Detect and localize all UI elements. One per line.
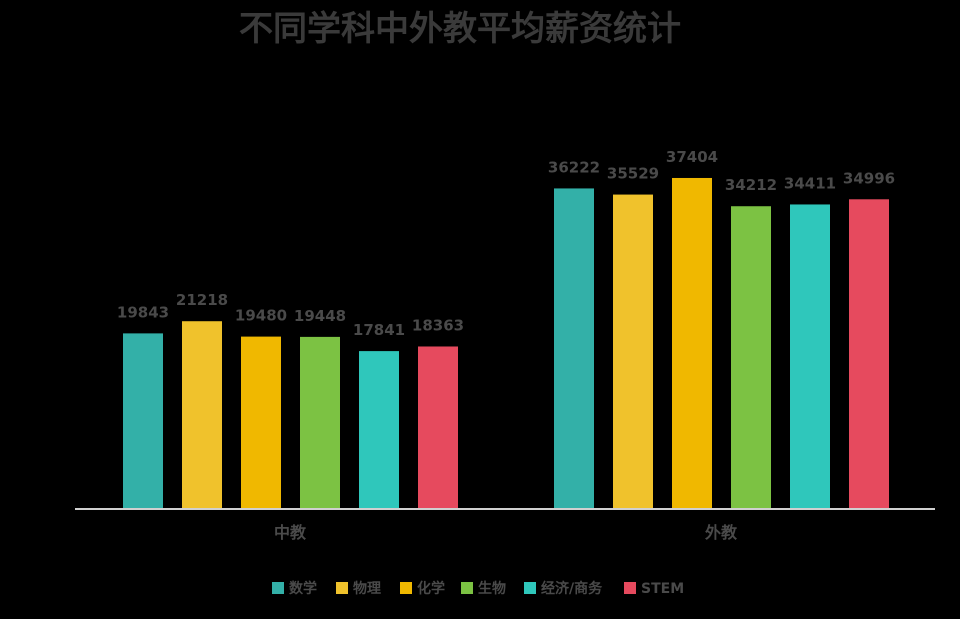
bar-1-5 (849, 199, 889, 509)
data-label-0-4: 17841 (353, 321, 405, 339)
data-label-0-3: 19448 (294, 307, 346, 325)
bar-0-4 (359, 351, 399, 509)
bar-1-3 (731, 206, 771, 509)
bar-1-4 (790, 204, 830, 509)
legend-swatch-0 (272, 582, 284, 594)
data-label-0-0: 19843 (117, 303, 169, 321)
legend-label-3: 生物 (478, 580, 506, 597)
category-labels: 中教 外教 (274, 523, 738, 542)
legend-label-4: 经济/商务 (541, 580, 603, 597)
data-label-0-2: 19480 (235, 307, 287, 325)
data-label-1-1: 35529 (607, 165, 659, 183)
bar-1-2 (672, 177, 712, 509)
bars-group: 19843 21218 19480 19448 17841 18363 36222 35529… (117, 148, 895, 509)
data-label-1-2: 37404 (666, 148, 718, 166)
data-label-0-5: 18363 (412, 316, 464, 334)
data-label-1-3: 34212 (725, 176, 777, 194)
bar-1-0 (554, 188, 594, 509)
legend-swatch-1 (336, 582, 348, 594)
data-label-1-5: 34996 (843, 169, 895, 187)
legend-label-5: STEM (641, 581, 684, 597)
legend: 数学 物理 化学 生物 经济/商务 STEM (272, 580, 684, 597)
legend-label-2: 化学 (417, 580, 445, 597)
chart-title: 不同学科中外教平均薪资统计 (239, 9, 681, 49)
legend-swatch-4 (524, 582, 536, 594)
legend-label-0: 数学 (289, 580, 317, 597)
bar-0-0 (123, 333, 163, 509)
data-label-1-4: 34411 (784, 174, 836, 192)
bar-0-3 (300, 336, 340, 509)
legend-swatch-3 (461, 582, 473, 594)
data-label-0-1: 21218 (176, 291, 228, 309)
legend-swatch-5 (624, 582, 636, 594)
category-label-1: 外教 (704, 523, 738, 542)
legend-label-1: 物理 (353, 580, 381, 597)
legend-swatch-2 (400, 582, 412, 594)
bar-0-1 (182, 321, 222, 509)
category-label-0: 中教 (274, 523, 307, 542)
bar-1-1 (613, 194, 653, 509)
bar-0-5 (418, 346, 458, 509)
bar-0-2 (241, 336, 281, 509)
data-label-1-0: 36222 (548, 158, 600, 176)
